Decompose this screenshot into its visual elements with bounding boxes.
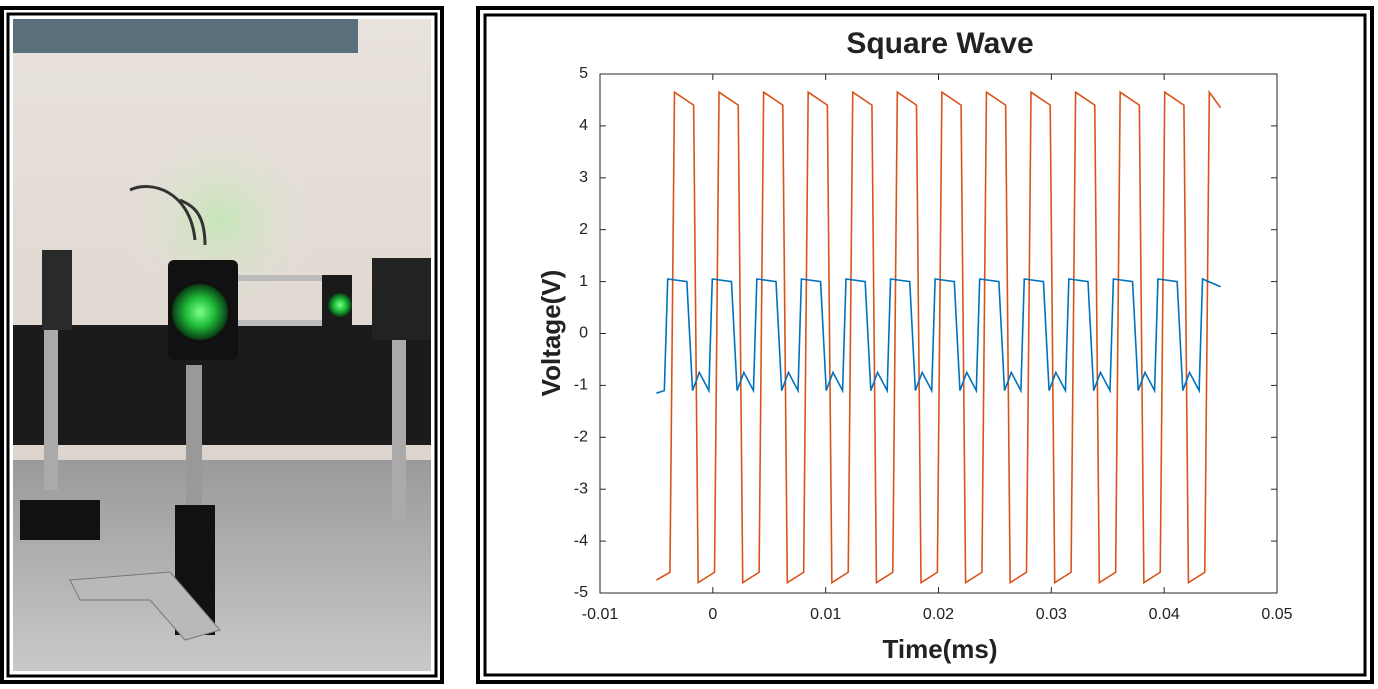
x-tick-label: 0.04 bbox=[1149, 606, 1180, 623]
y-axis-label: Voltage(V) bbox=[536, 270, 566, 397]
y-tick-label: 4 bbox=[579, 117, 588, 134]
y-tick-label: -2 bbox=[574, 429, 588, 446]
y-tick-label: -3 bbox=[574, 480, 588, 497]
chart-title: Square Wave bbox=[846, 27, 1033, 60]
photo-panel bbox=[0, 6, 444, 684]
x-tick-label: 0.02 bbox=[923, 606, 954, 623]
x-tick-label: 0 bbox=[708, 606, 717, 623]
y-tick-label: 1 bbox=[579, 273, 588, 290]
y-tick-label: 3 bbox=[579, 169, 588, 186]
x-axis-label: Time(ms) bbox=[882, 634, 997, 664]
chart-frame-inner bbox=[483, 13, 1367, 677]
x-tick-label: 0.03 bbox=[1036, 606, 1067, 623]
y-tick-label: 2 bbox=[579, 221, 588, 238]
data-line bbox=[656, 89, 1222, 585]
y-tick-label: 0 bbox=[579, 325, 588, 342]
y-tick-label: 5 bbox=[579, 65, 588, 82]
y-tick-label: -5 bbox=[574, 584, 588, 601]
x-tick-label: 0.01 bbox=[810, 606, 841, 623]
y-tick-label: -4 bbox=[574, 532, 588, 549]
x-tick-label: 0.05 bbox=[1261, 606, 1292, 623]
x-tick-label: -0.01 bbox=[582, 606, 619, 623]
data-line bbox=[656, 277, 1221, 394]
y-tick-label: -1 bbox=[574, 377, 588, 394]
